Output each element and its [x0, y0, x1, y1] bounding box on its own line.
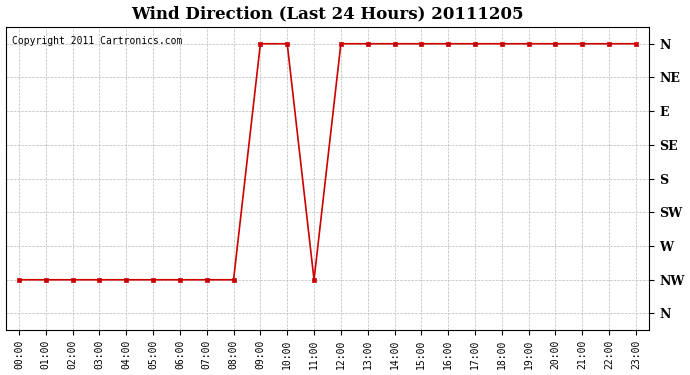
Title: Wind Direction (Last 24 Hours) 20111205: Wind Direction (Last 24 Hours) 20111205 — [131, 6, 524, 22]
Text: Copyright 2011 Cartronics.com: Copyright 2011 Cartronics.com — [12, 36, 182, 46]
